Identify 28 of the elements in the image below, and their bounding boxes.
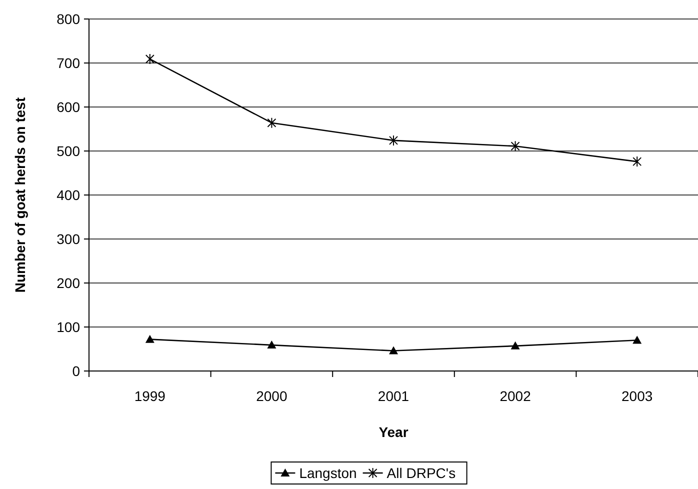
y-tick-label: 400: [56, 186, 80, 203]
x-tick-label: 2001: [378, 388, 410, 404]
y-tick-label: 200: [56, 274, 80, 291]
y-tick-label: 500: [56, 142, 80, 159]
point: [632, 156, 642, 168]
y-tick-label: 800: [56, 10, 80, 27]
point: [389, 346, 398, 354]
x-tick-label: 2003: [622, 388, 653, 404]
y-tick-label: 700: [56, 54, 80, 71]
point: [389, 134, 398, 146]
y-axis-title: Number of goat herds on test: [12, 97, 28, 293]
y-tick-label: 0: [72, 362, 80, 379]
legend-label: Langston: [299, 464, 357, 481]
y-tick-label: 100: [56, 318, 80, 335]
y-tick-label: 600: [56, 98, 80, 115]
point: [510, 140, 520, 152]
point: [145, 54, 154, 65]
x-axis-title: Year: [378, 424, 409, 440]
point: [632, 336, 642, 344]
legend-label: All DRPC's: [386, 464, 456, 481]
x-tick-label: 2002: [500, 388, 532, 404]
y-tick-label: 300: [56, 230, 80, 247]
x-tick-label: 2000: [256, 388, 288, 404]
point: [510, 341, 520, 350]
point: [267, 117, 276, 128]
x-tick-label: 1999: [134, 388, 166, 404]
point: [267, 340, 276, 349]
point: [145, 334, 154, 343]
